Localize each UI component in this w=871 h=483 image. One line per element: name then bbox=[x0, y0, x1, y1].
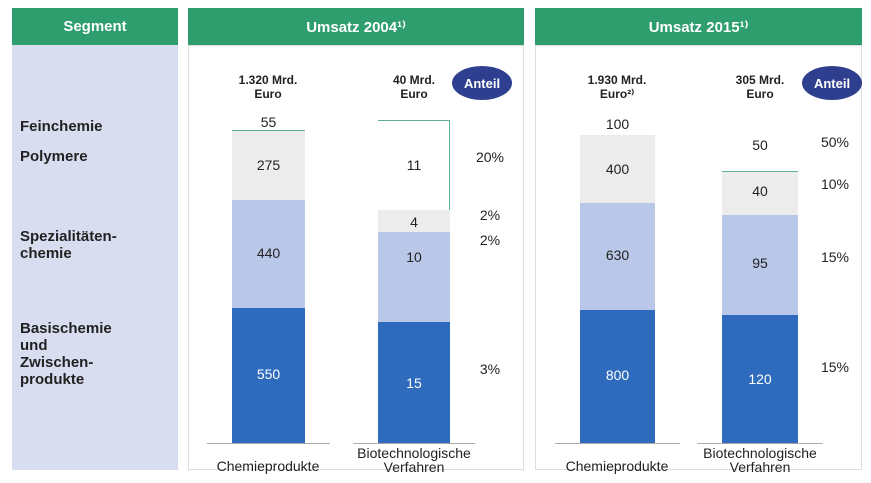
segment-value: 40 bbox=[752, 183, 768, 199]
row-label: Polymere bbox=[20, 148, 88, 165]
column-total: 40 Mrd. Euro bbox=[392, 73, 435, 101]
share-label: 2% bbox=[479, 207, 501, 223]
share-label: 50% bbox=[820, 134, 850, 150]
segment-value: 55 bbox=[260, 114, 277, 130]
column-label: Chemieprodukte bbox=[565, 458, 669, 474]
segment-value: 440 bbox=[256, 245, 281, 261]
panel-bg bbox=[535, 45, 862, 470]
bar-segment bbox=[378, 322, 450, 443]
column-label: Biotechnologische Verfahren bbox=[357, 445, 471, 475]
segment-value: 11 bbox=[406, 157, 422, 173]
share-label: 20% bbox=[475, 149, 505, 165]
bar-segment bbox=[722, 215, 798, 315]
row-label: Basischemie und Zwischen- produkte bbox=[20, 320, 112, 388]
bar-segment bbox=[378, 120, 450, 210]
segment-value: 550 bbox=[256, 366, 281, 382]
bar-segment bbox=[232, 131, 305, 200]
segment-value: 10 bbox=[406, 249, 422, 265]
share-header: Anteil bbox=[452, 66, 512, 100]
bar-segment bbox=[378, 232, 450, 322]
column-total: 305 Mrd. Euro bbox=[735, 73, 785, 101]
column-total: 1.320 Mrd. Euro bbox=[238, 73, 298, 101]
baseline bbox=[555, 443, 680, 444]
segment-value: 120 bbox=[748, 371, 772, 387]
bar-segment bbox=[580, 135, 655, 203]
share-label: 10% bbox=[820, 176, 850, 192]
share-label: 3% bbox=[479, 361, 501, 377]
segment-value: 95 bbox=[752, 255, 768, 271]
row-label: Feinchemie bbox=[20, 118, 103, 135]
baseline bbox=[697, 443, 823, 444]
bar-segment bbox=[232, 308, 305, 443]
column-label: Chemieprodukte bbox=[216, 458, 320, 474]
segment-header: Segment bbox=[12, 8, 178, 45]
segment-column-bg bbox=[12, 45, 178, 470]
segment-value: 15 bbox=[406, 375, 422, 391]
segment-value: 275 bbox=[256, 157, 281, 173]
panel-bg bbox=[188, 45, 524, 470]
share-label: 15% bbox=[820, 359, 850, 375]
baseline bbox=[353, 443, 475, 444]
bar-segment bbox=[722, 315, 798, 443]
bar-segment bbox=[722, 171, 798, 172]
column-label: Biotechnologische Verfahren bbox=[703, 445, 817, 475]
panel-header: Umsatz 2015¹⁾ bbox=[535, 8, 862, 45]
segment-value: 4 bbox=[410, 214, 418, 230]
share-header: Anteil bbox=[802, 66, 862, 100]
segment-value: 50 bbox=[752, 137, 768, 153]
bar-segment bbox=[580, 203, 655, 310]
share-label: 15% bbox=[820, 249, 850, 265]
row-label: Spezialitäten- chemie bbox=[20, 228, 117, 262]
segment-value: 400 bbox=[605, 161, 630, 177]
bar-segment bbox=[722, 172, 798, 215]
bar-segment bbox=[232, 130, 305, 131]
column-total: 1.930 Mrd. Euro²⁾ bbox=[587, 73, 647, 101]
share-label: 2% bbox=[479, 232, 501, 248]
panel-header: Umsatz 2004¹⁾ bbox=[188, 8, 524, 45]
segment-value: 100 bbox=[605, 116, 630, 132]
segment-value: 630 bbox=[605, 247, 630, 263]
baseline bbox=[207, 443, 330, 444]
bar-segment bbox=[580, 310, 655, 443]
bar-segment bbox=[378, 210, 450, 232]
bar-segment bbox=[232, 200, 305, 308]
segment-value: 800 bbox=[605, 367, 630, 383]
